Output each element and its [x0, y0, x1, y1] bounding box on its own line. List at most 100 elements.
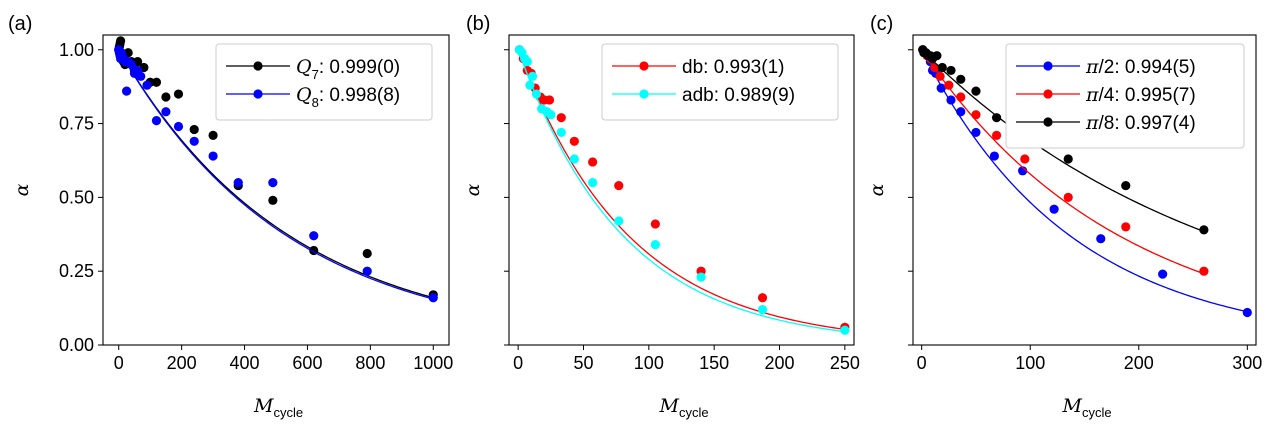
panel-3-y-axis-title: α: [866, 183, 888, 196]
panel-1-x-axis-title-main: M: [253, 395, 274, 417]
panel-3-series-3-fit-line: [921, 49, 1205, 233]
panel-3-axes-frame: [912, 34, 1257, 346]
panel-3-series-3-point: [971, 86, 981, 96]
panel-1-x-tick-label: 200: [167, 353, 197, 373]
panel-2-legend-frame: [601, 43, 839, 121]
panel-3-legend-item-1: π/2: 0.994(5): [1016, 56, 1196, 78]
panel-2-series-2-point: [525, 80, 535, 90]
panel-1-series-2-fit-line: [118, 49, 434, 300]
panel-2-x-tick-label: 150: [699, 353, 729, 373]
panel-2-legend-item-2: adb: 0.989(9): [612, 85, 795, 106]
panel-3-series-1-point: [1158, 269, 1168, 279]
panel-3-series-2-point: [1121, 222, 1131, 232]
panel-1-legend-label-main: Q: [296, 56, 312, 78]
panel-1-y-tick-label: 0.50: [59, 187, 94, 207]
panel-3-series-1-point: [956, 107, 966, 117]
panel-3-series-1-point: [1018, 166, 1028, 176]
panel-1-plot-area: [114, 36, 438, 303]
panel-2-series-2-point: [757, 304, 768, 315]
panel-2-series-2-fit-line: [517, 49, 845, 333]
panel-2-series-2-point: [531, 89, 542, 99]
panel-1-series-2-point: [189, 136, 199, 146]
panel-1-series-2-point: [151, 116, 162, 126]
panel-2-series-1-point: [569, 136, 579, 146]
panel-2-legend: db: 0.993(1) adb: 0.989(9): [601, 43, 839, 121]
panel-1-legend-marker: [253, 89, 263, 99]
panel-3-series-1-point: [1242, 307, 1252, 318]
panel-2-x-tick-label: 0: [513, 353, 523, 373]
panel-1-y-tick-label: 0.75: [59, 114, 94, 134]
panel-1-label: (a): [8, 13, 32, 35]
panel-1-x-tick-label: 800: [355, 353, 385, 373]
panel-2-series-2-point: [614, 216, 624, 226]
panel-1-series-2-point: [208, 151, 218, 161]
panel-2-legend-item-1: db: 0.993(1): [612, 57, 784, 78]
panel-3-series-2-point: [956, 92, 966, 102]
panel-2-y-axis-title: α: [462, 183, 484, 196]
panel-1-x-axis-title-sub: cycle: [273, 405, 303, 420]
panel-1-legend-label-value: : 0.999(0): [319, 57, 400, 78]
panel-3-series-2-point: [991, 130, 1002, 140]
panel-3-series-1-point: [1096, 234, 1106, 244]
panel-1-series-2-point: [268, 178, 278, 188]
panel-3-legend-label-value: /8: 0.997(4): [1099, 113, 1196, 134]
panel-3-series-2-point: [1063, 192, 1073, 202]
panel-3-legend-marker: [1043, 89, 1053, 99]
panel-1-legend-label-value: : 0.998(8): [319, 85, 400, 106]
panel-3-series-1-point: [946, 95, 956, 105]
panel-3-series-1-point: [971, 127, 981, 138]
panel-3-x-axis-title-sub: cycle: [1082, 405, 1112, 420]
panel-1-series-2-point: [126, 59, 136, 70]
panel-2: (b) 0 50 100 150 200 250 Mcycle α db: 0.993(1) adb…: [462, 13, 860, 420]
panel-3-legend-label-value: /2: 0.994(5): [1099, 57, 1196, 78]
panel-3-series-2-point: [935, 71, 945, 81]
panel-1-series-2-point: [309, 231, 319, 241]
panel-3-legend-item-2: π/4: 0.995(7): [1016, 84, 1196, 106]
panel-2-x-axis-title-sub: cycle: [679, 405, 709, 420]
panel-3-plot-area: [918, 45, 1252, 318]
panel-1-x-tick-label: 600: [292, 353, 322, 373]
panel-1-legend-label-main: Q: [296, 84, 312, 106]
panel-3-series-3-point: [1199, 225, 1209, 235]
panel-1-series-2-point: [121, 86, 132, 96]
panel-2-series-1-point: [650, 219, 660, 229]
panel-3-series-1-fit-line: [921, 49, 1248, 313]
panel-2-series-1-fit-line: [517, 49, 845, 331]
panel-1-y-tick-label: 0.00: [59, 335, 94, 355]
panel-3-x-tick-label: 300: [1232, 353, 1262, 373]
panel-2-x-tick-label: 250: [830, 353, 860, 373]
panel-2-x-tick-label: 50: [573, 353, 593, 373]
panel-2-x-tick-label: 100: [634, 353, 664, 373]
panel-2-series-2-point: [546, 110, 556, 120]
panel-1-legend-label-sub: 7: [312, 67, 319, 82]
panel-1-series-1-point: [151, 77, 162, 87]
panel-3-x-tick-label: 0: [917, 353, 927, 373]
panel-1-legend-frame: [215, 43, 433, 121]
panel-1-legend-label: Q8: 0.998(8): [296, 84, 400, 110]
panel-1-series-2-point: [142, 80, 152, 90]
panel-3-series-3-point: [937, 62, 947, 73]
panel-3-series-3-point: [1121, 180, 1131, 191]
panel-3-series-2-point: [1199, 266, 1209, 276]
panel-3-x-tick-label: 100: [1015, 353, 1045, 373]
panel-2-series-2-point: [650, 240, 660, 250]
panel-3-label: (c): [870, 13, 893, 35]
panel-2-x-axis-title: Mcycle: [659, 395, 709, 420]
panel-3-x-tick-label: 200: [1124, 353, 1154, 373]
panel-1: (a) 0 200 400 600 800 1000 0.00 0.25 0.50 0.75 1.00…: [8, 13, 453, 420]
panel-1-series-2-point: [136, 71, 146, 81]
panel-2-series-2-point: [569, 154, 579, 164]
panel-3-series-3-point: [1063, 154, 1073, 164]
panel-1-legend-item-1: Q7: 0.999(0): [226, 56, 400, 82]
panel-3-legend-item-3: π/8: 0.997(4): [1016, 112, 1196, 134]
panel-1-series-1-point: [208, 130, 218, 140]
panel-3-series-2-point: [944, 80, 954, 90]
panel-1-x-axis-title: Mcycle: [253, 395, 303, 420]
panel-1-series-1-point: [116, 36, 126, 46]
panel-3-series-3-point: [932, 51, 942, 61]
panel-2-series-1-point: [757, 293, 768, 303]
panel-1-series-2-point: [161, 107, 171, 117]
panel-1-series-1-point: [362, 248, 372, 259]
